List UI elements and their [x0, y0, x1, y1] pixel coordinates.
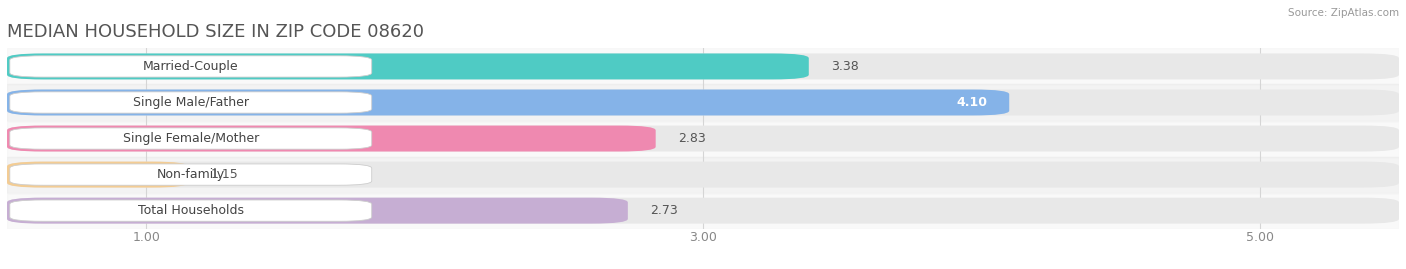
Text: Source: ZipAtlas.com: Source: ZipAtlas.com [1288, 8, 1399, 18]
Text: Married-Couple: Married-Couple [143, 60, 239, 73]
FancyBboxPatch shape [7, 126, 1399, 151]
FancyBboxPatch shape [10, 92, 371, 113]
Text: 1.15: 1.15 [211, 168, 238, 181]
FancyBboxPatch shape [10, 164, 371, 185]
FancyBboxPatch shape [10, 128, 371, 149]
Text: 2.73: 2.73 [650, 204, 678, 217]
Bar [7, 193, 1399, 229]
Text: 4.10: 4.10 [956, 96, 987, 109]
Bar [7, 157, 1399, 193]
FancyBboxPatch shape [7, 54, 808, 79]
FancyBboxPatch shape [7, 162, 1399, 187]
Text: 3.38: 3.38 [831, 60, 859, 73]
FancyBboxPatch shape [7, 126, 655, 151]
Text: 2.83: 2.83 [678, 132, 706, 145]
FancyBboxPatch shape [10, 56, 371, 77]
Text: Non-family: Non-family [156, 168, 225, 181]
FancyBboxPatch shape [10, 200, 371, 221]
Text: Total Households: Total Households [138, 204, 243, 217]
FancyBboxPatch shape [7, 54, 1399, 79]
Text: MEDIAN HOUSEHOLD SIZE IN ZIP CODE 08620: MEDIAN HOUSEHOLD SIZE IN ZIP CODE 08620 [7, 23, 425, 41]
FancyBboxPatch shape [7, 198, 628, 224]
FancyBboxPatch shape [7, 198, 1399, 224]
FancyBboxPatch shape [7, 90, 1010, 115]
Bar [7, 121, 1399, 157]
Bar [7, 48, 1399, 84]
Text: Single Female/Mother: Single Female/Mother [122, 132, 259, 145]
FancyBboxPatch shape [7, 162, 188, 187]
FancyBboxPatch shape [7, 90, 1399, 115]
Text: Single Male/Father: Single Male/Father [132, 96, 249, 109]
Bar [7, 84, 1399, 121]
